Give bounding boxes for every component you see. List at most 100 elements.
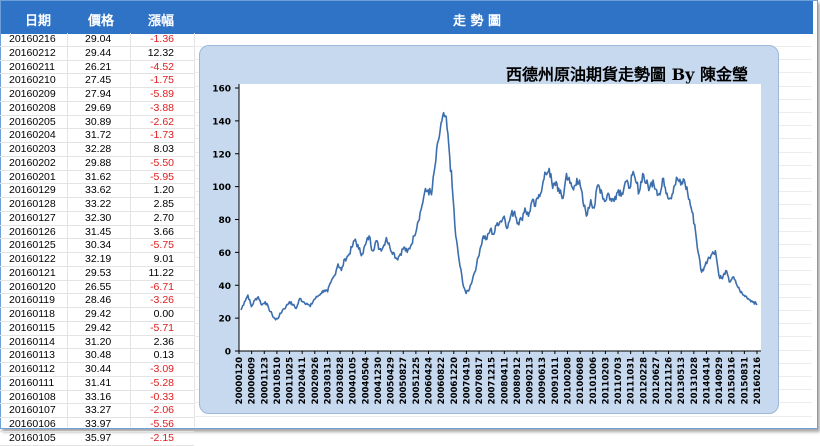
cell-change[interactable]: 2.70 (153, 211, 174, 224)
cell-date[interactable]: 20160201 (9, 170, 56, 183)
cell-date[interactable]: 20160108 (9, 390, 56, 403)
table-row[interactable]: 20160201 31.62 -5.95 (0, 171, 194, 185)
cell-change[interactable]: -5.75 (150, 239, 174, 252)
cell-change[interactable]: -1.75 (150, 74, 174, 87)
cell-change[interactable]: -6.71 (150, 280, 174, 293)
cell-price[interactable]: 29.69 (85, 101, 112, 114)
cell-date[interactable]: 20160105 (9, 431, 56, 444)
cell-change[interactable]: 12.32 (147, 46, 174, 59)
table-row[interactable]: 20160208 29.69 -3.88 (0, 102, 194, 116)
column-header-price[interactable]: 價格 (88, 14, 115, 29)
cell-date[interactable]: 20160115 (9, 321, 55, 334)
table-row[interactable]: 20160203 32.28 8.03 (0, 143, 194, 157)
cell-price[interactable]: 33.97 (85, 418, 112, 430)
cell-change[interactable]: -1.73 (150, 129, 174, 142)
cell-price[interactable]: 30.48 (85, 349, 112, 362)
cell-price[interactable]: 31.41 (85, 376, 112, 389)
cell-price[interactable]: 31.20 (85, 335, 112, 348)
cell-change[interactable]: 11.22 (148, 266, 175, 279)
cell-price[interactable]: 33.16 (85, 390, 112, 403)
cell-price[interactable]: 26.21 (85, 60, 112, 73)
cell-price[interactable]: 32.19 (85, 253, 112, 265)
cell-price[interactable]: 28.46 (85, 294, 112, 307)
cell-date[interactable]: 20160216 (9, 33, 56, 45)
cell-date[interactable]: 20160106 (9, 418, 56, 430)
table-row[interactable]: 20160108 33.16 -0.33 (0, 391, 194, 405)
cell-change[interactable]: 9.01 (153, 253, 174, 265)
cell-price[interactable]: 31.72 (85, 129, 112, 142)
table-row[interactable]: 20160211 26.21 -4.52 (0, 61, 194, 75)
cell-price[interactable]: 29.42 (85, 321, 112, 334)
cell-date[interactable]: 20160119 (9, 294, 55, 307)
cell-change[interactable]: -2.06 (150, 404, 174, 417)
cell-price[interactable]: 31.62 (85, 170, 112, 183)
cell-change[interactable]: -5.28 (150, 376, 174, 389)
cell-price[interactable]: 30.34 (85, 239, 112, 252)
cell-price[interactable]: 33.27 (85, 404, 112, 417)
cell-date[interactable]: 20160208 (9, 101, 56, 114)
cell-price[interactable]: 29.04 (85, 33, 112, 45)
table-row[interactable]: 20160129 33.62 1.20 (0, 184, 194, 198)
cell-price[interactable]: 33.22 (85, 198, 112, 210)
cell-date[interactable]: 20160107 (9, 404, 56, 417)
cell-change[interactable]: -5.50 (150, 156, 174, 169)
cell-price[interactable]: 27.45 (85, 74, 112, 87)
table-row[interactable]: 20160212 29.44 12.32 (0, 47, 194, 61)
table-row[interactable]: 20160209 27.94 -5.89 (0, 88, 194, 102)
table-row[interactable]: 20160111 31.41 -5.28 (0, 377, 194, 391)
cell-change[interactable]: 2.36 (153, 335, 174, 348)
table-row[interactable]: 20160105 35.97 -2.15 (0, 432, 194, 446)
cell-date[interactable]: 20160204 (9, 129, 56, 142)
cell-date[interactable]: 20160126 (9, 225, 56, 238)
table-row[interactable]: 20160128 33.22 2.85 (0, 198, 194, 212)
table-row[interactable]: 20160115 29.42 -5.71 (0, 322, 194, 336)
column-header-change[interactable]: 漲幅 (148, 14, 175, 29)
cell-change[interactable]: -5.71 (150, 321, 174, 334)
cell-date[interactable]: 20160122 (9, 253, 56, 265)
cell-price[interactable]: 26.55 (85, 280, 112, 293)
table-row[interactable]: 20160216 29.04 -1.36 (0, 33, 194, 47)
cell-price[interactable]: 35.97 (85, 431, 112, 444)
cell-price[interactable]: 29.53 (85, 266, 112, 279)
cell-date[interactable]: 20160120 (9, 280, 56, 293)
table-row[interactable]: 20160113 30.48 0.13 (0, 349, 194, 363)
cell-date[interactable]: 20160118 (9, 308, 55, 320)
cell-date[interactable]: 20160205 (9, 115, 56, 128)
table-row[interactable]: 20160121 29.53 11.22 (0, 267, 194, 281)
cell-price[interactable]: 29.88 (85, 156, 112, 169)
table-row[interactable]: 20160205 30.89 -2.62 (0, 116, 194, 130)
cell-date[interactable]: 20160129 (9, 184, 56, 197)
table-row[interactable]: 20160204 31.72 -1.73 (0, 129, 194, 143)
cell-change[interactable]: -2.62 (150, 115, 174, 128)
cell-date[interactable]: 20160128 (9, 198, 56, 210)
cell-date[interactable]: 20160114 (9, 335, 55, 348)
cell-date[interactable]: 20160209 (9, 88, 56, 100)
cell-date[interactable]: 20160111 (9, 376, 55, 389)
cell-date[interactable]: 20160212 (9, 46, 56, 59)
cell-date[interactable]: 20160203 (9, 143, 56, 155)
cell-date[interactable]: 20160211 (9, 60, 55, 73)
cell-change[interactable]: -5.95 (150, 170, 174, 183)
cell-date[interactable]: 20160113 (9, 349, 55, 362)
cell-price[interactable]: 33.62 (85, 184, 112, 197)
cell-change[interactable]: -3.26 (150, 294, 174, 307)
cell-price[interactable]: 32.30 (85, 211, 112, 224)
cell-change[interactable]: -5.56 (150, 418, 174, 430)
table-row[interactable]: 20160127 32.30 2.70 (0, 212, 194, 226)
table-row[interactable]: 20160210 27.45 -1.75 (0, 74, 194, 88)
cell-date[interactable]: 20160125 (9, 239, 56, 252)
cell-change[interactable]: 8.03 (153, 143, 174, 155)
table-row[interactable]: 20160120 26.55 -6.71 (0, 281, 194, 295)
cell-change[interactable]: -3.09 (150, 363, 174, 375)
column-header-date[interactable]: 日期 (25, 14, 52, 29)
cell-date[interactable]: 20160210 (9, 74, 56, 87)
cell-price[interactable]: 30.44 (85, 363, 112, 375)
cell-price[interactable]: 27.94 (85, 88, 112, 100)
cell-change[interactable]: 0.00 (153, 308, 174, 320)
table-row[interactable]: 20160112 30.44 -3.09 (0, 363, 194, 377)
table-row[interactable]: 20160202 29.88 -5.50 (0, 157, 194, 171)
table-row[interactable]: 20160107 33.27 -2.06 (0, 404, 194, 418)
cell-change[interactable]: -3.88 (150, 101, 174, 114)
cell-date[interactable]: 20160127 (9, 211, 56, 224)
table-row[interactable]: 20160126 31.45 3.66 (0, 226, 194, 240)
